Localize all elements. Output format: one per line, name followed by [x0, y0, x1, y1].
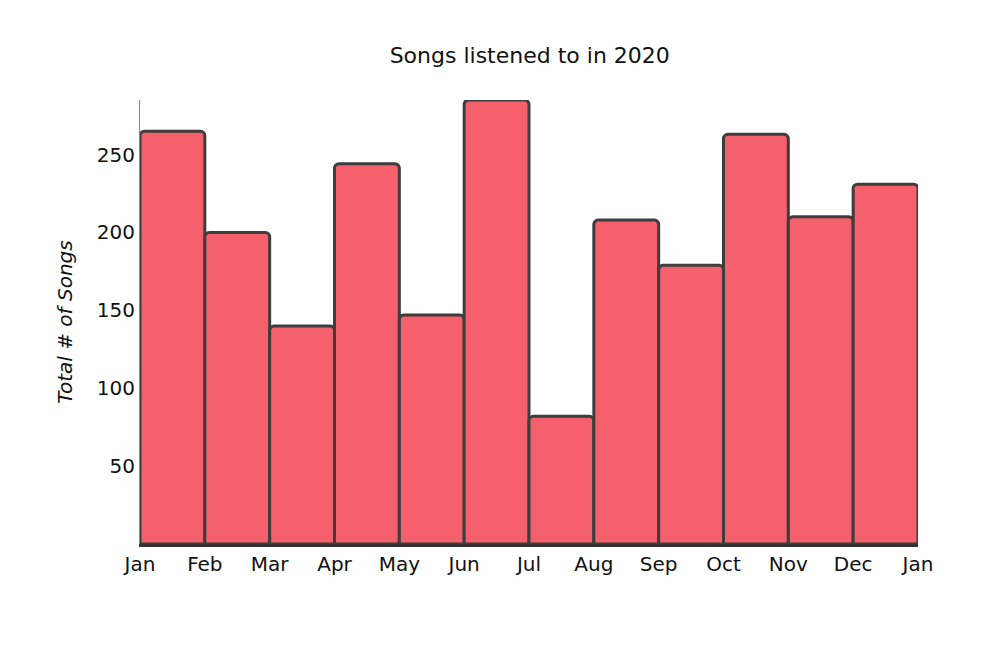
svg-text:Jul: Jul: [515, 552, 541, 576]
svg-text:250: 250: [97, 143, 135, 167]
svg-text:Sep: Sep: [640, 552, 678, 576]
svg-text:Oct: Oct: [706, 552, 741, 576]
svg-text:50: 50: [110, 454, 135, 478]
svg-text:Apr: Apr: [317, 552, 352, 576]
svg-text:Feb: Feb: [187, 552, 222, 576]
svg-text:Aug: Aug: [574, 552, 613, 576]
svg-text:Total # of Songs: Total # of Songs: [53, 240, 77, 403]
svg-text:Jan: Jan: [123, 552, 156, 576]
svg-text:Jan: Jan: [901, 552, 934, 576]
svg-text:100: 100: [97, 376, 135, 400]
svg-text:150: 150: [97, 298, 135, 322]
svg-text:Dec: Dec: [834, 552, 873, 576]
svg-text:200: 200: [97, 220, 135, 244]
svg-text:Jun: Jun: [447, 552, 480, 576]
svg-text:Nov: Nov: [769, 552, 808, 576]
svg-text:Mar: Mar: [251, 552, 290, 576]
svg-text:May: May: [379, 552, 421, 576]
svg-text:Songs listened to in 2020: Songs listened to in 2020: [390, 43, 670, 68]
